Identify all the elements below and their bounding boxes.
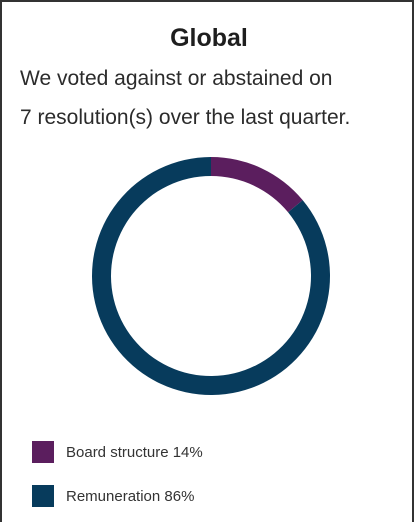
legend-label-remuneration: Remuneration 86% (66, 487, 195, 505)
legend-item-board-structure: Board structure 14% (32, 440, 203, 464)
legend-swatch-board-structure (32, 441, 54, 463)
donut-slice-board-structure (211, 157, 303, 213)
legend-swatch-remuneration (32, 485, 54, 507)
description-line-1: We voted against or abstained on (20, 67, 333, 90)
legend-item-remuneration: Remuneration 86% (32, 484, 194, 508)
legend-label-board-structure: Board structure 14% (66, 443, 203, 461)
chart-title: Global (170, 24, 248, 52)
donut-chart (91, 157, 330, 395)
description-line-2: 7 resolution(s) over the last quarter. (20, 106, 351, 129)
